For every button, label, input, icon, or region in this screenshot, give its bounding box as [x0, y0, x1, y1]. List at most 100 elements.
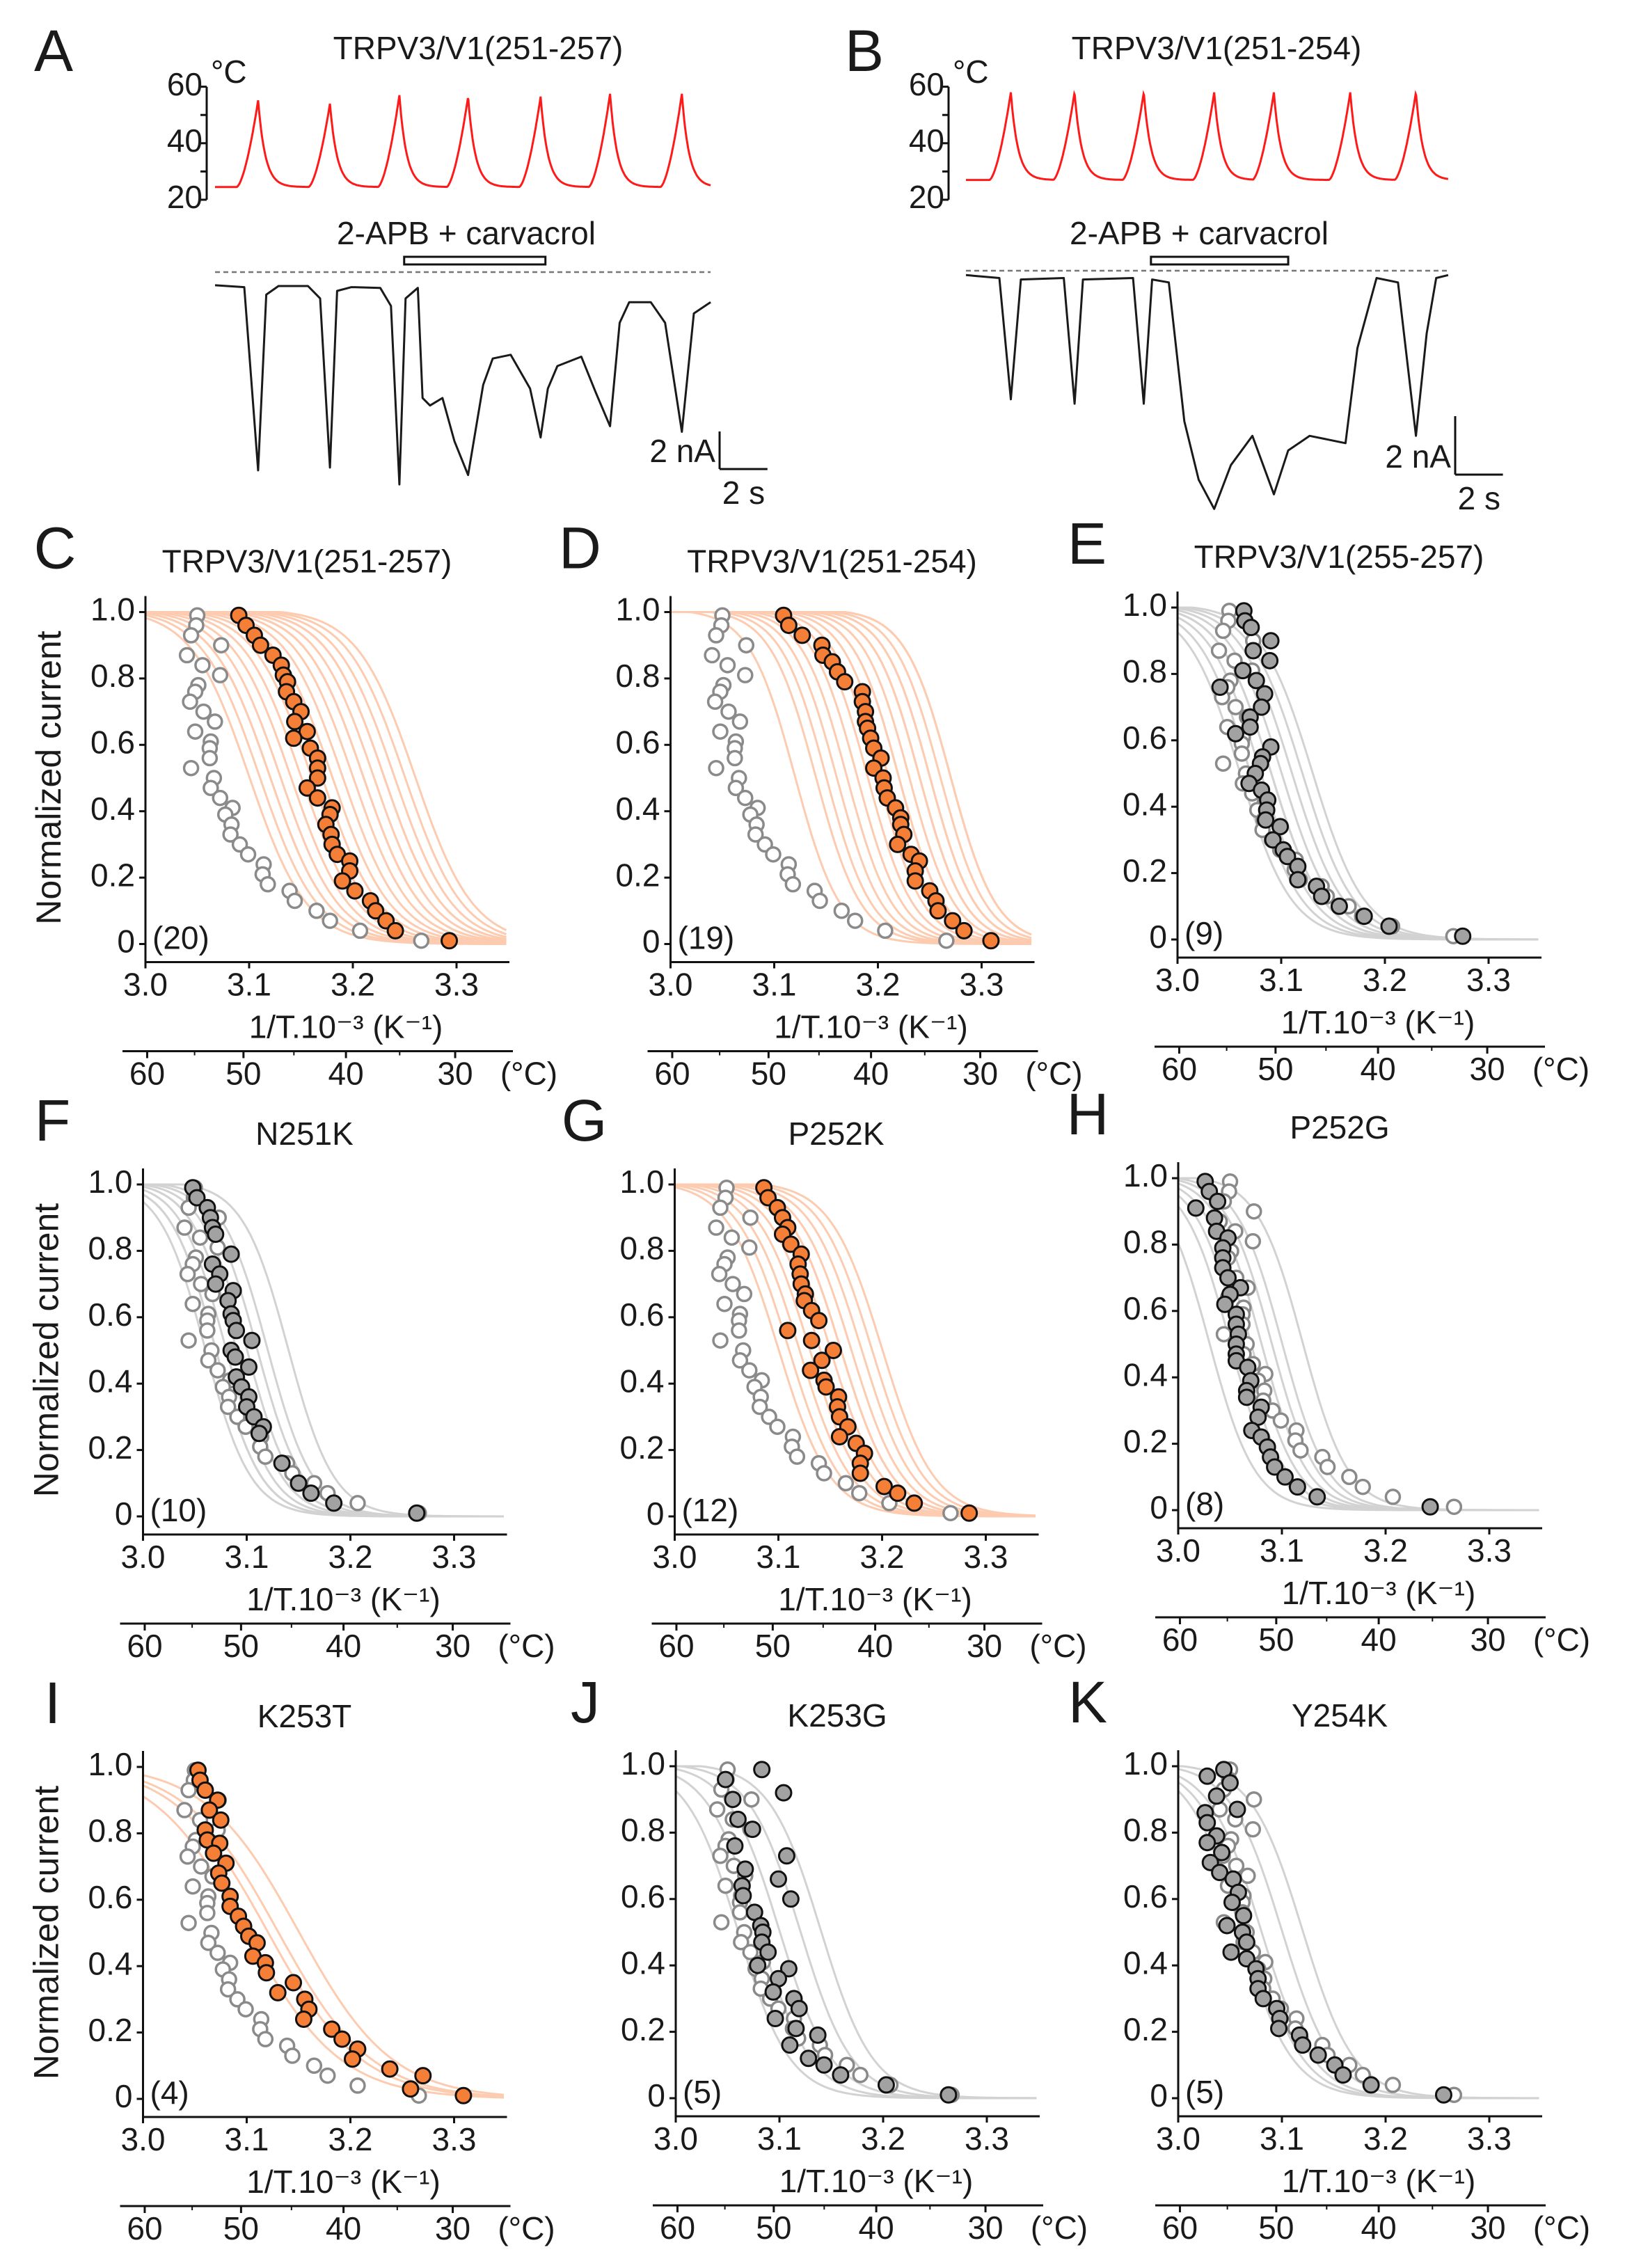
- wt-data-point: [176, 1802, 193, 1818]
- x-tick-label: 3.2: [860, 1539, 905, 1575]
- mutant-data-point: [1223, 1894, 1241, 1912]
- x-tick-label: 3.0: [1156, 2120, 1200, 2157]
- panel-a: A TRPV3/V1(251-257) 60 40 20 °C 2-APB + carvac…: [34, 18, 768, 511]
- mutant-data-point: [269, 1983, 287, 2001]
- wt-data-point: [1210, 642, 1228, 659]
- x-tick-label: 3.0: [1155, 962, 1200, 998]
- y-tick-label: 0: [1149, 919, 1167, 955]
- y-tick-label: 0.8: [621, 1812, 665, 1848]
- x-tick-label: 3.1: [225, 2121, 269, 2157]
- mutant-data-point: [1242, 619, 1260, 637]
- mutant-data-point: [367, 902, 385, 920]
- y-tick-label: 0.8: [620, 1230, 665, 1267]
- mutant-data-point: [782, 1235, 800, 1253]
- temperature-tick-label: 60: [127, 2210, 162, 2246]
- mutant-data-point: [1218, 1917, 1236, 1935]
- temperature-unit: °C: [211, 54, 247, 90]
- x-tick-label: 3.3: [1466, 962, 1511, 998]
- temperature-tick-label: 30: [967, 1628, 1002, 1664]
- panel-f: F N251K 0 0.2 0.4 0.6 0.8 1.0 3.0 3.1 3.2 3.3 1/T.10…: [27, 1088, 555, 1664]
- wt-data-point: [222, 826, 239, 843]
- temperature-tick-label: 30: [1469, 1051, 1505, 1087]
- y-tick-label: 0.2: [620, 1429, 665, 1466]
- temperature-tick-label: 60: [1162, 2210, 1198, 2246]
- y-tick-label: 0.4: [620, 1363, 665, 1399]
- mutant-data-point: [944, 912, 962, 930]
- temperature-tick-label: 40: [1361, 2210, 1397, 2246]
- wt-data-point: [1341, 1468, 1358, 1486]
- mutant-data-point: [832, 2066, 850, 2084]
- mutant-data-point: [782, 1890, 800, 1908]
- wt-data-point: [184, 1295, 201, 1313]
- y-tick-label: 0: [647, 2077, 665, 2114]
- temperature-tick-label: 60: [127, 1628, 162, 1664]
- mutant-data-point: [793, 626, 811, 644]
- wt-data-point: [737, 789, 754, 807]
- n-cells-label: (20): [152, 920, 209, 956]
- wt-data-point: [846, 912, 864, 929]
- mutant-data-point: [250, 1425, 268, 1443]
- y-tick-label: 0: [642, 923, 660, 960]
- mutant-data-point: [1237, 1933, 1255, 1951]
- temperature-tick-label: 30: [1470, 2210, 1505, 2246]
- wt-data-point: [708, 1801, 726, 1818]
- x-tick-label: 3.2: [856, 967, 901, 1003]
- mutant-data-point: [940, 2086, 958, 2104]
- y-tick-label: 1.0: [90, 592, 135, 628]
- temperature-tick-label: 60: [1162, 1621, 1198, 1658]
- panel-title: TRPV3/V1(251-254): [1072, 30, 1362, 66]
- y-tick-label: 0.4: [621, 1944, 665, 1981]
- temperature-tick-label: 30: [962, 1056, 998, 1092]
- n-cells-label: (8): [1185, 1486, 1224, 1522]
- y-tick-label: 0.2: [616, 857, 660, 893]
- wt-data-point: [180, 1914, 197, 1931]
- mutant-data-point: [779, 1322, 797, 1340]
- temperature-tick-label: 20: [167, 179, 203, 215]
- wt-data-point: [213, 637, 230, 653]
- x-tick-label: 3.1: [1259, 962, 1303, 998]
- current-trace: [214, 284, 711, 486]
- temperature-tick-label: 30: [435, 1628, 470, 1664]
- wt-data-point: [207, 713, 223, 730]
- mutant-data-point: [809, 2026, 827, 2044]
- wt-data-point: [731, 1322, 747, 1339]
- y-tick-label: 0.6: [1123, 1878, 1168, 1914]
- mutant-data-point: [1187, 1199, 1205, 1217]
- wt-data-point: [1384, 1489, 1402, 1505]
- stimulus-bar: [403, 255, 547, 266]
- mutant-data-point: [1211, 1864, 1229, 1882]
- mutant-data-point: [982, 932, 1000, 950]
- wt-data-point: [306, 2057, 323, 2075]
- panel-letter: B: [845, 18, 884, 84]
- panel-letter: A: [34, 18, 73, 84]
- mutant-data-point: [333, 872, 351, 890]
- individual-trace: [1178, 1765, 1539, 2100]
- mutant-data-point: [222, 1245, 240, 1263]
- y-tick-label: 0.4: [1123, 786, 1167, 822]
- y-tick-label: 1.0: [88, 1746, 133, 1782]
- time-scale-label: 2 s: [722, 475, 765, 511]
- mutant-data-point: [889, 1484, 907, 1502]
- temperature-unit: (°C): [1533, 2210, 1590, 2246]
- wt-data-point: [191, 1229, 209, 1246]
- mutant-data-point: [213, 1874, 231, 1892]
- n-cells-label: (19): [678, 920, 735, 956]
- temperature-tick-label: 40: [326, 2210, 361, 2246]
- mutant-data-point: [285, 729, 303, 747]
- wt-data-point: [180, 1782, 197, 1799]
- temperature-tick-label: 30: [435, 2210, 470, 2246]
- mutant-data-point: [1237, 1388, 1255, 1406]
- mutant-data-point: [298, 779, 316, 797]
- x-tick-label: 3.3: [432, 2121, 477, 2157]
- wt-data-point: [704, 647, 720, 664]
- wt-data-point: [182, 759, 200, 777]
- individual-trace: [670, 611, 1031, 945]
- wt-data-point: [179, 1266, 196, 1283]
- mutant-data-point: [960, 1504, 978, 1522]
- wt-data-point: [741, 1362, 758, 1379]
- wt-data-point: [742, 1209, 759, 1226]
- y-tick-label: 1.0: [620, 1164, 665, 1200]
- mutant-data-point: [226, 1348, 244, 1366]
- panel-c: C TRPV3/V1(251-257) 0 0.2 0.4 0.6 0.8 1.0 3.0 3.1…: [29, 516, 557, 1092]
- y-tick-label: 0.2: [1123, 853, 1167, 889]
